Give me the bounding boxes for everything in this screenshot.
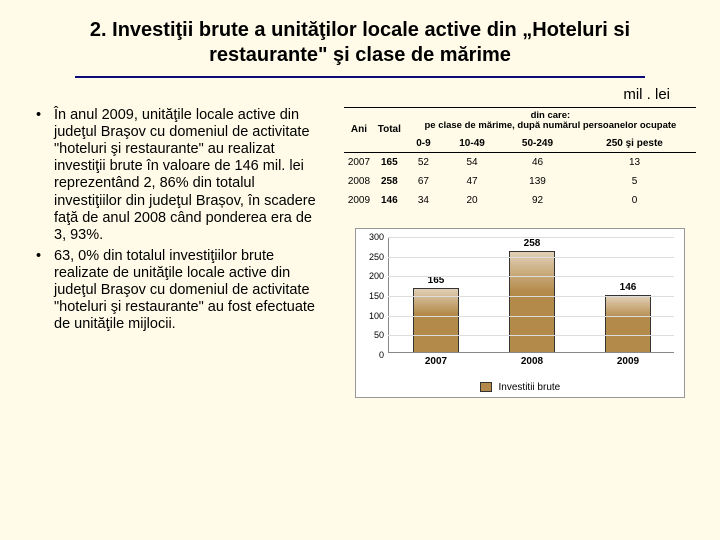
legend-label: Investitii brute (499, 382, 561, 393)
bar-value-label: 258 (510, 238, 554, 249)
cell-c4: 13 (573, 152, 696, 172)
list-item: • 63, 0% din totalul investiţiilor brute… (36, 248, 326, 334)
bullet-text: În anul 2009, unităţile locale active di… (54, 107, 326, 244)
cell-year: 2007 (344, 152, 374, 172)
col-super-header: din care: pe clase de mărime, după număr… (405, 108, 696, 135)
cell-c3: 92 (502, 191, 573, 210)
chart-bar: 165 (413, 288, 459, 353)
col-header-c1: 0-9 (405, 135, 442, 153)
chart-bar: 146 (605, 295, 651, 352)
y-tick-label: 150 (358, 291, 384, 301)
cell-c3: 46 (502, 152, 573, 172)
gridline (388, 316, 674, 317)
col-header-total: Total (374, 108, 405, 153)
bullet-dot: • (36, 107, 54, 244)
col-header-c4: 250 şi peste (573, 135, 696, 153)
col-header-c3: 50-249 (502, 135, 573, 153)
cell-c3: 139 (502, 172, 573, 191)
y-tick-label: 200 (358, 271, 384, 281)
page-title: 2. Investiţii brute a unităţilor locale … (0, 0, 720, 74)
chart-legend: Investitii brute (356, 382, 684, 393)
table-row: 200825867471395 (344, 172, 696, 191)
y-tick-label: 50 (358, 330, 384, 340)
chart-bar: 258 (509, 251, 555, 352)
gridline (388, 257, 674, 258)
bullet-list: • În anul 2009, unităţile locale active … (36, 107, 326, 398)
cell-total: 146 (374, 191, 405, 210)
cell-c2: 20 (442, 191, 502, 210)
data-table: Ani Total din care: pe clase de mărime, … (344, 107, 696, 210)
y-tick-label: 0 (358, 350, 384, 360)
gridline (388, 335, 674, 336)
col-header-year: Ani (344, 108, 374, 153)
cell-year: 2008 (344, 172, 374, 191)
bar-value-label: 146 (606, 282, 650, 293)
x-axis (388, 352, 674, 353)
table-row: 200716552544613 (344, 152, 696, 172)
x-tick-label: 2008 (502, 356, 562, 367)
legend-swatch (480, 382, 492, 392)
gridline (388, 276, 674, 277)
gridline (388, 296, 674, 297)
content-row: • În anul 2009, unităţile locale active … (0, 107, 720, 398)
y-tick-label: 300 (358, 232, 384, 242)
cell-c4: 0 (573, 191, 696, 210)
list-item: • În anul 2009, unităţile locale active … (36, 107, 326, 244)
x-tick-label: 2007 (406, 356, 466, 367)
x-tick-label: 2009 (598, 356, 658, 367)
cell-c4: 5 (573, 172, 696, 191)
y-tick-label: 250 (358, 252, 384, 262)
gridline (388, 237, 674, 238)
unit-label: mil . lei (0, 78, 720, 107)
cell-total: 165 (374, 152, 405, 172)
cell-c2: 54 (442, 152, 502, 172)
right-column: Ani Total din care: pe clase de mărime, … (344, 107, 696, 398)
table-body: 2007165525446132008258674713952009146342… (344, 152, 696, 210)
y-tick-label: 100 (358, 311, 384, 321)
bullet-dot: • (36, 248, 54, 334)
cell-c1: 52 (405, 152, 442, 172)
cell-c1: 34 (405, 191, 442, 210)
bar-chart: 165 258 146 Investitii brute 0 50 100 150 200 2… (355, 228, 685, 398)
cell-c1: 67 (405, 172, 442, 191)
col-header-c2: 10-49 (442, 135, 502, 153)
cell-c2: 47 (442, 172, 502, 191)
cell-year: 2009 (344, 191, 374, 210)
cell-total: 258 (374, 172, 405, 191)
table-row: 20091463420920 (344, 191, 696, 210)
bullet-text: 63, 0% din totalul investiţiilor brute r… (54, 248, 326, 334)
